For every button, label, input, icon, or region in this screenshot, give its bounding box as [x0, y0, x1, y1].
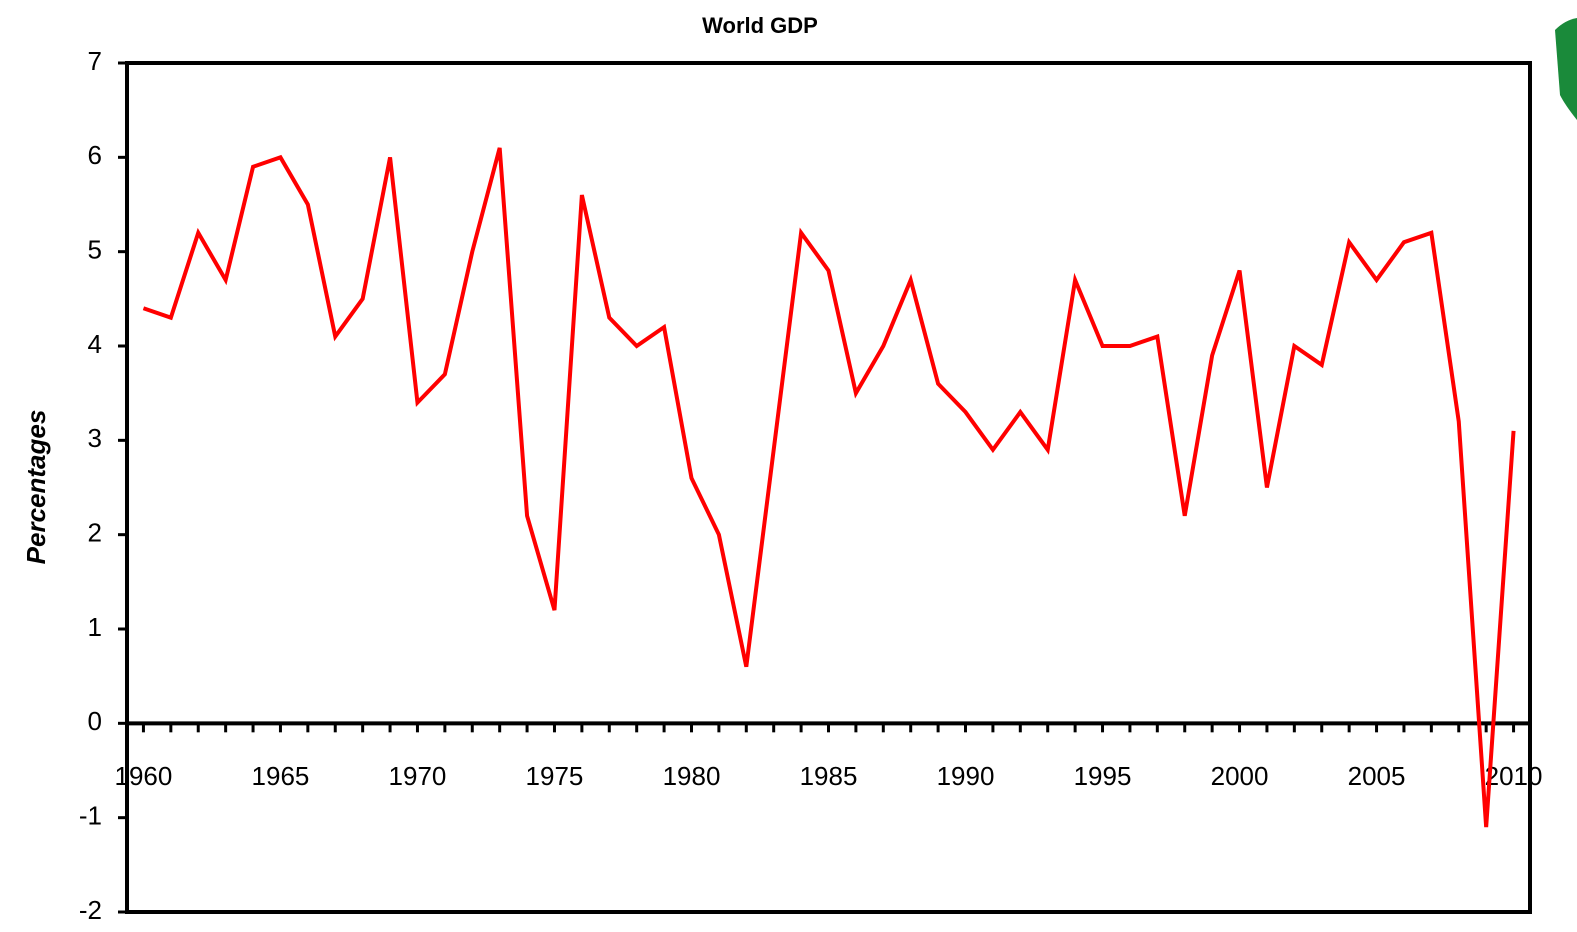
x-tick-label: 1980	[663, 761, 721, 791]
x-tick-label: 2005	[1348, 761, 1406, 791]
y-tick-label: -2	[79, 895, 102, 925]
x-tick-label: 2000	[1211, 761, 1269, 791]
x-tick-label: 1995	[1074, 761, 1132, 791]
y-tick-label: -1	[79, 801, 102, 831]
x-tick-label: 1975	[526, 761, 584, 791]
y-tick-label: 2	[88, 518, 102, 548]
x-tick-label: 1960	[115, 761, 173, 791]
y-tick-label: 3	[88, 423, 102, 453]
x-tick-label: 2010	[1485, 761, 1543, 791]
logo-fragment	[1555, 18, 1577, 120]
x-tick-label: 1985	[800, 761, 858, 791]
plot-frame	[125, 61, 1532, 914]
y-tick-label: 5	[88, 235, 102, 265]
y-tick-label: 7	[88, 46, 102, 76]
y-tick-label: 6	[88, 140, 102, 170]
y-tick-label: 0	[88, 706, 102, 736]
x-tick-label: 1990	[937, 761, 995, 791]
chart-title: World GDP	[702, 13, 818, 38]
data-line	[142, 147, 1516, 828]
y-tick-label: 4	[88, 329, 102, 359]
y-axis-label: Percentages	[21, 410, 51, 565]
x-tick-label: 1970	[389, 761, 447, 791]
y-tick-label: 1	[88, 612, 102, 642]
x-tick-label: 1965	[252, 761, 310, 791]
